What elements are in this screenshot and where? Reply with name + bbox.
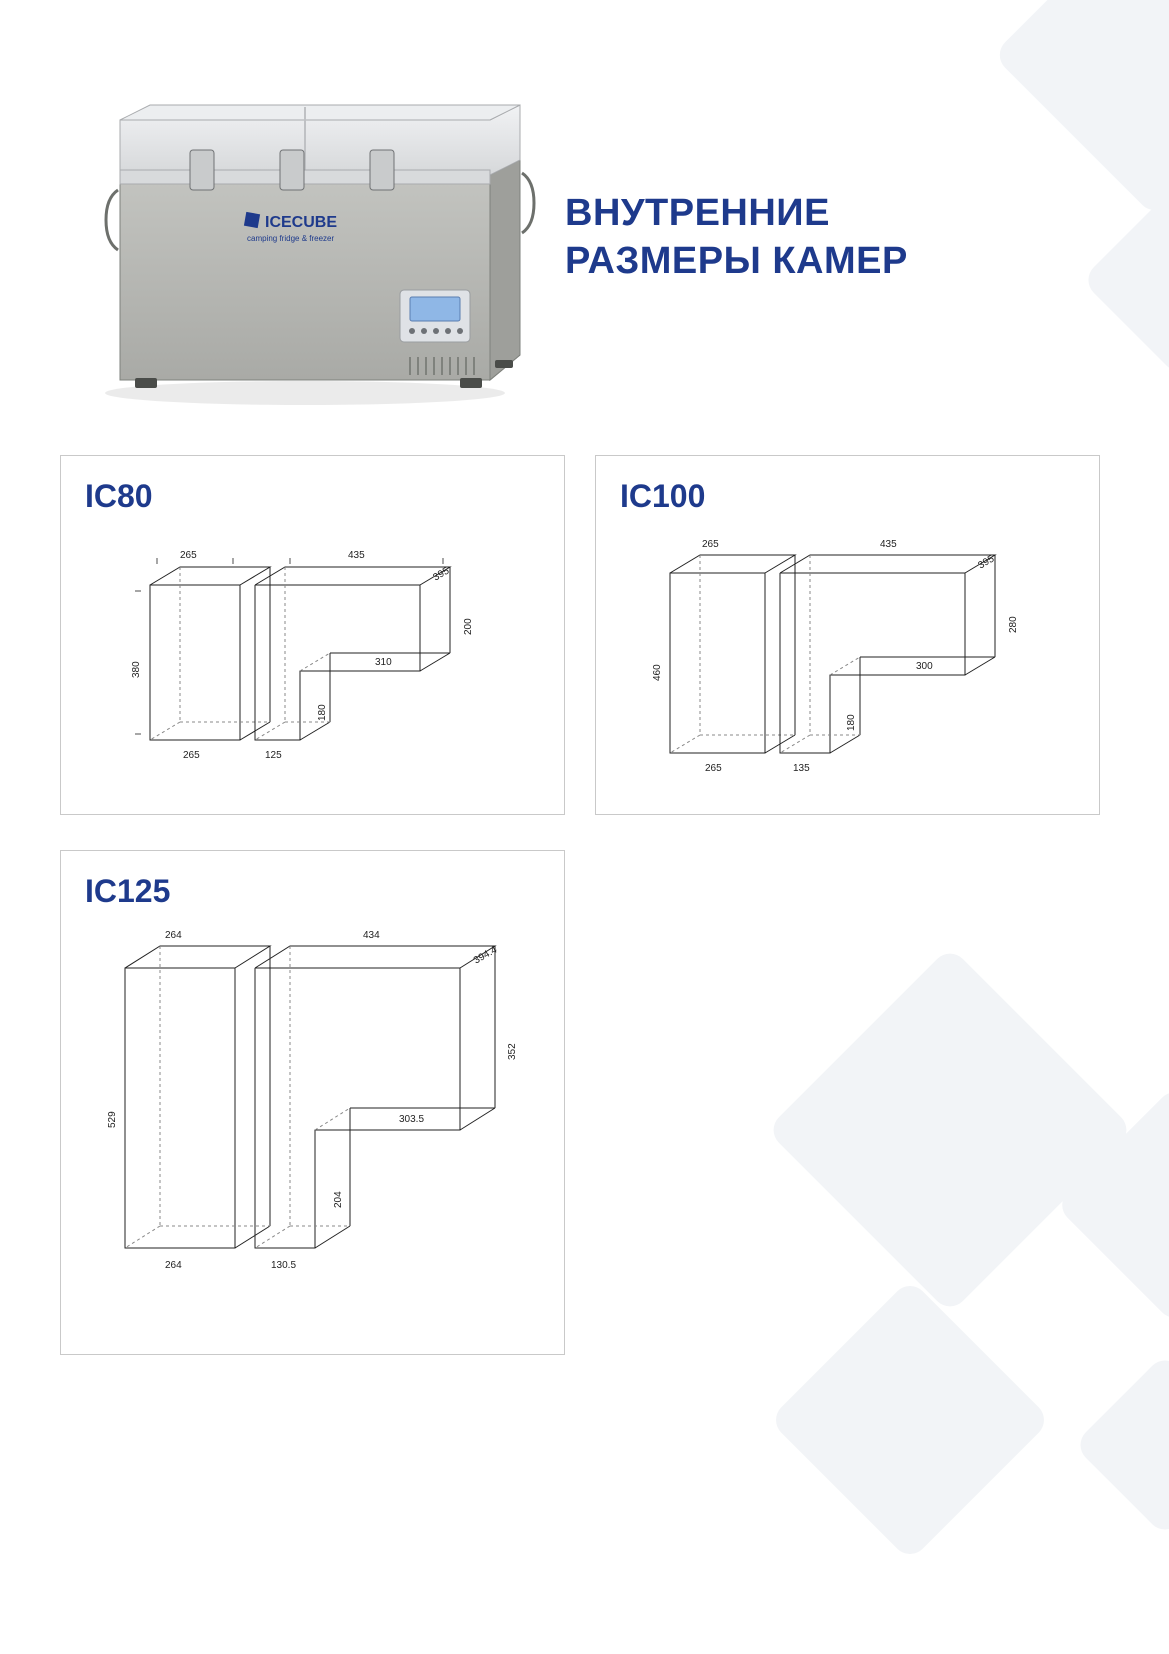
dim-ic80-right-upper: 200 xyxy=(463,618,474,635)
panel-title-ic100: IC100 xyxy=(620,478,1075,515)
dim-ic100-left-h: 460 xyxy=(652,664,663,681)
dim-ic80-right-lower: 180 xyxy=(317,704,328,721)
diagram-ic80: 265 435 395 380 200 310 180 265 125 xyxy=(85,533,545,793)
title-line-1: ВНУТРЕННИЕ xyxy=(565,192,830,234)
brand-tagline: camping fridge & freezer xyxy=(247,234,334,243)
diagram-ic100: 265 435 395 460 280 300 180 265 135 xyxy=(620,533,1080,793)
page-title: ВНУТРЕННИЕ РАЗМЕРЫ КАМЕР xyxy=(565,190,908,285)
dim-ic100-left-bottom: 265 xyxy=(705,763,722,774)
dim-ic100-right-upper: 280 xyxy=(1008,616,1019,633)
dim-ic100-right-lower: 180 xyxy=(846,714,857,731)
bg-diamond xyxy=(769,1279,1052,1562)
bg-diamond xyxy=(992,0,1169,218)
fridge-illustration: ICECUBE camping fridge & freezer xyxy=(80,95,530,405)
dim-ic80-left-top: 265 xyxy=(180,550,197,561)
brand-name: ICECUBE xyxy=(265,214,337,231)
dim-ic80-left-h: 380 xyxy=(131,661,142,678)
dim-ic100-left-top: 265 xyxy=(702,539,719,550)
bg-diamond xyxy=(1073,1353,1169,1537)
dim-ic125-step: 303.5 xyxy=(399,1114,424,1125)
dim-ic125-right-lower: 204 xyxy=(333,1191,344,1208)
dim-ic100-right-top: 435 xyxy=(880,539,897,550)
dim-ic125-left-bottom: 264 xyxy=(165,1260,182,1271)
dim-ic125-right-top: 434 xyxy=(363,930,380,941)
dim-ic125-left-top: 264 xyxy=(165,930,182,941)
dim-ic125-left-h: 529 xyxy=(107,1111,118,1128)
bg-diamond xyxy=(1081,181,1169,379)
dim-ic100-right-bottom: 135 xyxy=(793,763,810,774)
panel-ic80: IC80 xyxy=(60,455,565,815)
panel-title-ic125: IC125 xyxy=(85,873,540,910)
dim-ic125-right-bottom: 130.5 xyxy=(271,1260,296,1271)
dim-ic80-right-top: 435 xyxy=(348,550,365,561)
dim-ic125-right-upper: 352 xyxy=(507,1043,518,1060)
dim-ic80-step: 310 xyxy=(375,657,392,668)
dim-ic80-left-bottom: 265 xyxy=(183,750,200,761)
dim-ic80-right-bottom: 125 xyxy=(265,750,282,761)
bg-diamond xyxy=(766,946,1134,1314)
diagram-ic125: 264 434 394.4 529 352 303.5 204 264 130.… xyxy=(85,928,545,1328)
title-line-2: РАЗМЕРЫ КАМЕР xyxy=(565,240,908,282)
panel-ic125: IC125 xyxy=(60,850,565,1355)
panel-title-ic80: IC80 xyxy=(85,478,540,515)
dim-ic100-step: 300 xyxy=(916,661,933,672)
panel-ic100: IC100 xyxy=(595,455,1100,815)
